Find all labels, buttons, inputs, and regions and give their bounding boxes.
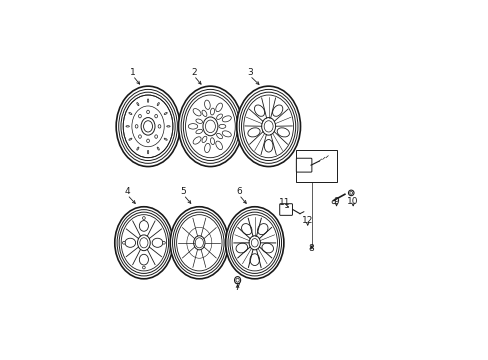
Text: 7: 7 xyxy=(234,283,240,292)
Ellipse shape xyxy=(249,254,259,266)
Text: 3: 3 xyxy=(246,68,252,77)
Ellipse shape xyxy=(254,105,264,116)
Ellipse shape xyxy=(124,238,135,247)
Ellipse shape xyxy=(264,140,272,152)
FancyBboxPatch shape xyxy=(279,204,292,215)
Ellipse shape xyxy=(152,238,163,247)
Ellipse shape xyxy=(272,105,282,116)
Ellipse shape xyxy=(241,224,251,235)
Ellipse shape xyxy=(225,207,284,279)
Ellipse shape xyxy=(139,254,148,265)
Text: 10: 10 xyxy=(346,197,358,206)
Text: 1: 1 xyxy=(130,68,135,77)
Ellipse shape xyxy=(277,128,289,137)
Ellipse shape xyxy=(122,242,125,244)
Text: 12: 12 xyxy=(302,216,313,225)
Ellipse shape xyxy=(236,86,300,167)
Ellipse shape xyxy=(115,207,173,279)
Text: 9: 9 xyxy=(333,197,339,206)
Ellipse shape xyxy=(262,243,273,253)
Ellipse shape xyxy=(139,221,148,231)
Ellipse shape xyxy=(236,243,247,253)
Ellipse shape xyxy=(162,242,165,244)
FancyBboxPatch shape xyxy=(296,158,311,172)
Ellipse shape xyxy=(247,128,260,137)
Ellipse shape xyxy=(142,217,145,220)
Text: 5: 5 xyxy=(180,187,186,196)
Bar xyxy=(296,150,336,182)
Text: 11: 11 xyxy=(278,198,290,207)
Text: 6: 6 xyxy=(236,187,242,196)
Ellipse shape xyxy=(257,224,267,235)
Ellipse shape xyxy=(178,86,242,167)
Ellipse shape xyxy=(170,207,228,279)
Text: 8: 8 xyxy=(308,244,314,253)
Ellipse shape xyxy=(142,266,145,269)
Text: 2: 2 xyxy=(191,68,196,77)
Text: 4: 4 xyxy=(124,187,130,196)
Ellipse shape xyxy=(116,86,180,167)
